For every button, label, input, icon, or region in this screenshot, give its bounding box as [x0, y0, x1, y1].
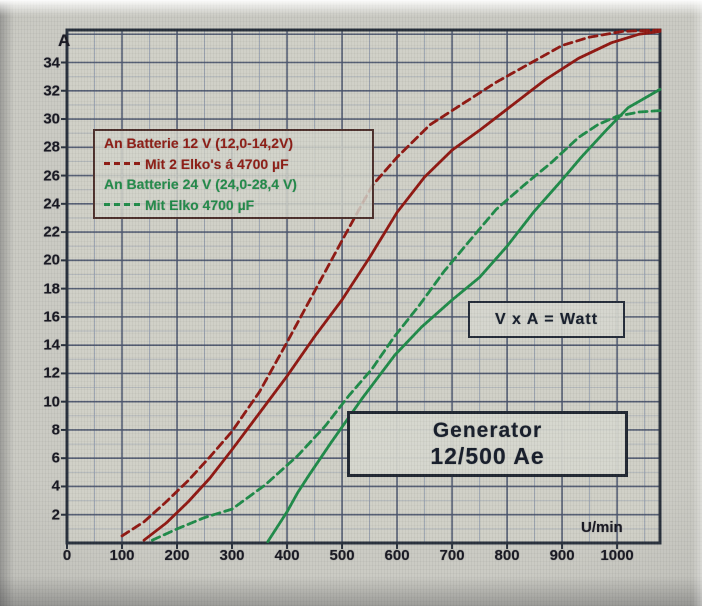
- y-tick-label: 2: [51, 506, 60, 524]
- y-tick-label: 8: [51, 421, 60, 439]
- y-axis-unit-label: A: [58, 31, 72, 50]
- x-tick-label: 300: [219, 547, 245, 564]
- y-tick-label: 12: [43, 364, 60, 382]
- legend-item: An Batterie 24 V (24,0-28,4 V): [104, 174, 366, 194]
- x-tick-label: 1000: [600, 547, 634, 564]
- y-tick-label: 18: [43, 280, 60, 298]
- y-tick-label: 26: [43, 167, 60, 185]
- x-tick-label: 400: [274, 547, 300, 564]
- y-tick-label: 16: [43, 308, 60, 326]
- y-tick-label: 4: [51, 477, 60, 495]
- y-tick-label: 30: [43, 110, 60, 128]
- x-tick-label: 0: [62, 547, 72, 564]
- y-tick-label: 34: [43, 54, 60, 71]
- y-tick-label: 20: [43, 251, 60, 269]
- y-tick-label: 22: [43, 223, 60, 241]
- formula-text: V x A = Watt: [494, 310, 599, 328]
- series-curve-3: [150, 109, 662, 542]
- dash-swatch: [104, 203, 140, 207]
- legend-label: Mit Elko 4700 µF: [145, 196, 255, 213]
- y-tick-label: 32: [43, 82, 60, 100]
- x-tick-label: 500: [329, 547, 355, 564]
- generator-title-line1: Generator: [432, 419, 543, 442]
- x-tick-label: 600: [384, 547, 410, 564]
- y-tick-label: 6: [51, 449, 60, 467]
- x-tick-label: 800: [494, 547, 520, 564]
- series-curve-2: [266, 88, 662, 543]
- plot-frame: [65, 28, 662, 545]
- x-axis-unit-label: U/min: [581, 519, 623, 536]
- x-tick-label: 900: [549, 547, 575, 564]
- series-curve-0: [142, 30, 662, 542]
- legend-box: An Batterie 12 V (12,0-14,2V) Mit 2 Elko'…: [93, 129, 374, 219]
- legend-label: Mit 2 Elko's á 4700 µF: [145, 155, 289, 172]
- legend-item: Mit Elko 4700 µF: [104, 195, 366, 215]
- dash-swatch: [104, 162, 140, 166]
- x-tick-label: 700: [439, 547, 465, 564]
- legend-item: Mit 2 Elko's á 4700 µF: [104, 154, 366, 174]
- legend-label: An Batterie 24 V (24,0-28,4 V): [104, 176, 297, 193]
- y-tick-label: 28: [43, 138, 60, 156]
- y-tick-label: 14: [43, 336, 60, 354]
- y-tick-label: 24: [43, 195, 60, 213]
- y-tick-label: 10: [43, 393, 60, 411]
- generator-title-box: Generator 12/500 Ae: [347, 411, 628, 477]
- generator-title-line2: 12/500 Ae: [430, 443, 545, 469]
- x-tick-label: 100: [109, 547, 135, 564]
- legend-label: An Batterie 12 V (12,0-14,2V): [104, 135, 294, 152]
- x-tick-label: 200: [164, 547, 190, 564]
- formula-box: V x A = Watt: [468, 301, 625, 338]
- legend-item: An Batterie 12 V (12,0-14,2V): [104, 133, 366, 153]
